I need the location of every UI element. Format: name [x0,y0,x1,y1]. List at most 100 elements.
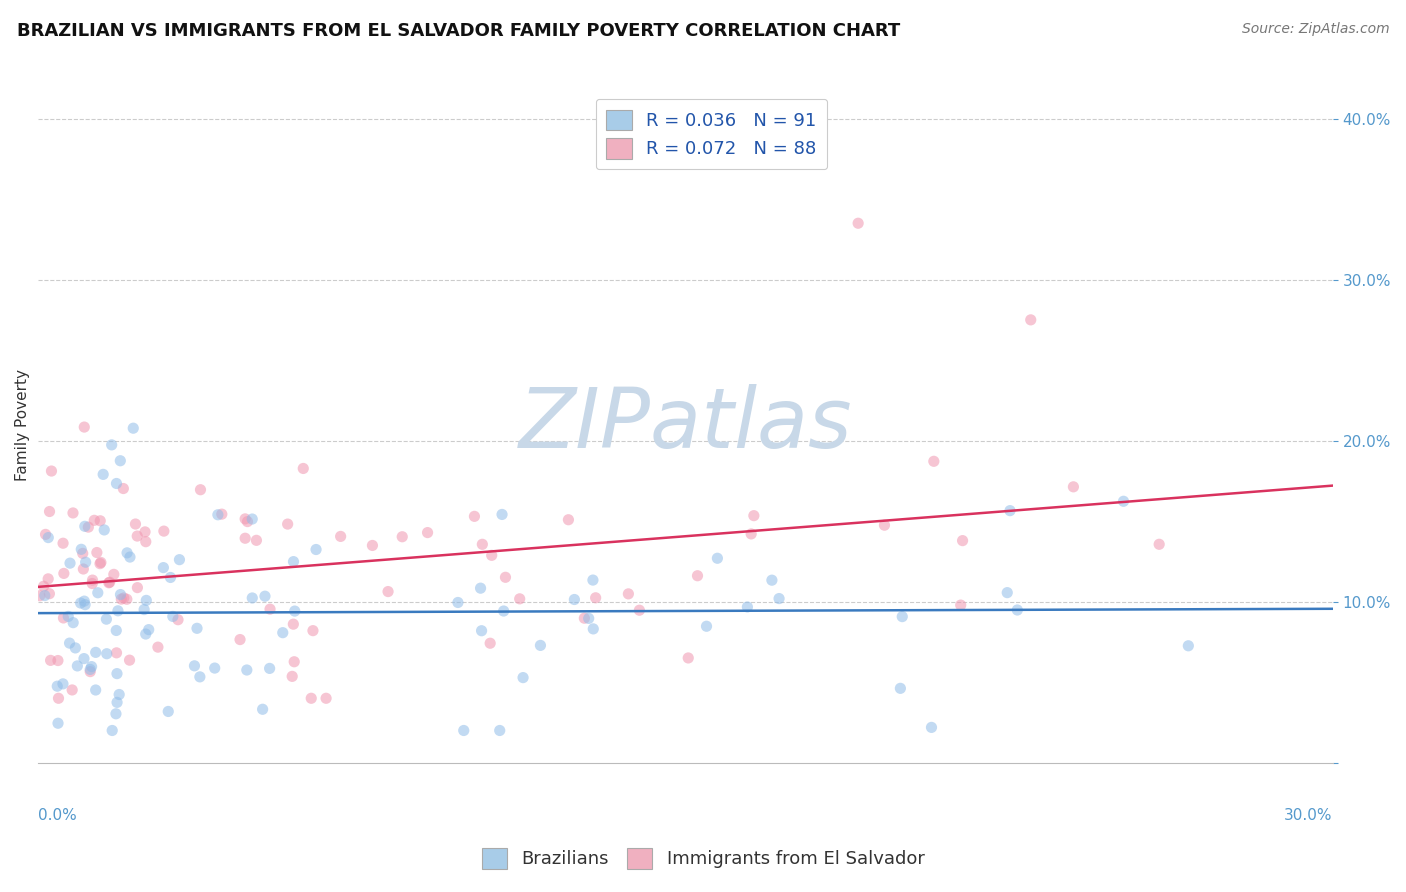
Point [229,632,252,647]
Point [105,695,128,709]
Point [512,671,534,685]
Point [305,542,328,557]
Point [135,593,157,607]
Point [73,651,96,665]
Point [488,723,510,738]
Text: BRAZILIAN VS IMMIGRANTS FROM EL SALVADOR FAMILY POVERTY CORRELATION CHART: BRAZILIAN VS IMMIGRANTS FROM EL SALVADOR… [17,22,900,40]
Point [73,420,96,434]
Point [138,623,160,637]
Point [252,702,274,716]
Point [100,438,122,452]
Point [240,512,263,526]
Point [921,720,943,734]
Point [557,513,579,527]
Point [58,636,80,650]
Point [79,662,101,676]
Point [686,568,709,582]
Point [284,604,307,618]
Point [122,421,145,435]
Point [1112,494,1135,508]
Point [59,556,82,570]
Point [80,659,103,673]
Point [105,646,128,660]
Point [101,723,124,738]
Point [846,216,869,230]
Point [127,581,149,595]
Point [84,683,107,698]
Point [73,594,96,608]
Point [582,573,605,587]
Point [236,515,259,529]
Point [391,530,413,544]
Point [83,513,105,527]
Point [28,589,51,603]
Point [46,679,69,693]
Point [183,658,205,673]
Point [134,524,156,539]
Point [105,476,128,491]
Point [38,587,60,601]
Point [96,647,118,661]
Point [70,542,93,557]
Point [416,525,439,540]
Point [73,519,96,533]
Point [529,639,551,653]
Point [302,624,325,638]
Point [696,619,718,633]
Point [93,523,115,537]
Text: 0.0%: 0.0% [38,808,77,822]
Point [481,549,503,563]
Point [79,665,101,679]
Text: ZIPatlas: ZIPatlas [519,384,852,465]
Point [207,508,229,522]
Point [110,592,132,607]
Point [891,609,914,624]
Point [873,518,896,533]
Point [233,531,256,545]
Legend: Brazilians, Immigrants from El Salvador: Brazilians, Immigrants from El Salvador [474,840,932,876]
Point [34,527,56,541]
Point [159,570,181,584]
Point [186,621,208,635]
Point [82,576,104,591]
Point [768,591,790,606]
Point [105,666,128,681]
Point [190,483,212,497]
Point [617,587,640,601]
Point [582,622,605,636]
Point [60,682,83,697]
Point [108,688,131,702]
Point [146,640,169,655]
Point [377,584,399,599]
Point [66,659,89,673]
Point [463,509,485,524]
Point [90,556,112,570]
Legend: R = 0.036   N = 91, R = 0.072   N = 88: R = 0.036 N = 91, R = 0.072 N = 88 [596,99,827,169]
Point [118,653,141,667]
Point [52,677,75,691]
Point [91,467,114,482]
Point [315,691,337,706]
Point [277,517,299,532]
Point [509,591,531,606]
Point [77,520,100,534]
Point [127,529,149,543]
Point [491,508,513,522]
Point [98,575,121,590]
Point [204,661,226,675]
Text: Source: ZipAtlas.com: Source: ZipAtlas.com [1241,22,1389,37]
Point [259,602,281,616]
Point [112,482,135,496]
Point [110,454,132,468]
Point [167,613,190,627]
Point [952,533,974,548]
Point [283,655,305,669]
Point [46,654,69,668]
Point [82,573,104,587]
Point [110,588,132,602]
Point [361,538,384,552]
Point [38,504,60,518]
Point [46,716,69,731]
Point [737,599,759,614]
Point [492,604,515,618]
